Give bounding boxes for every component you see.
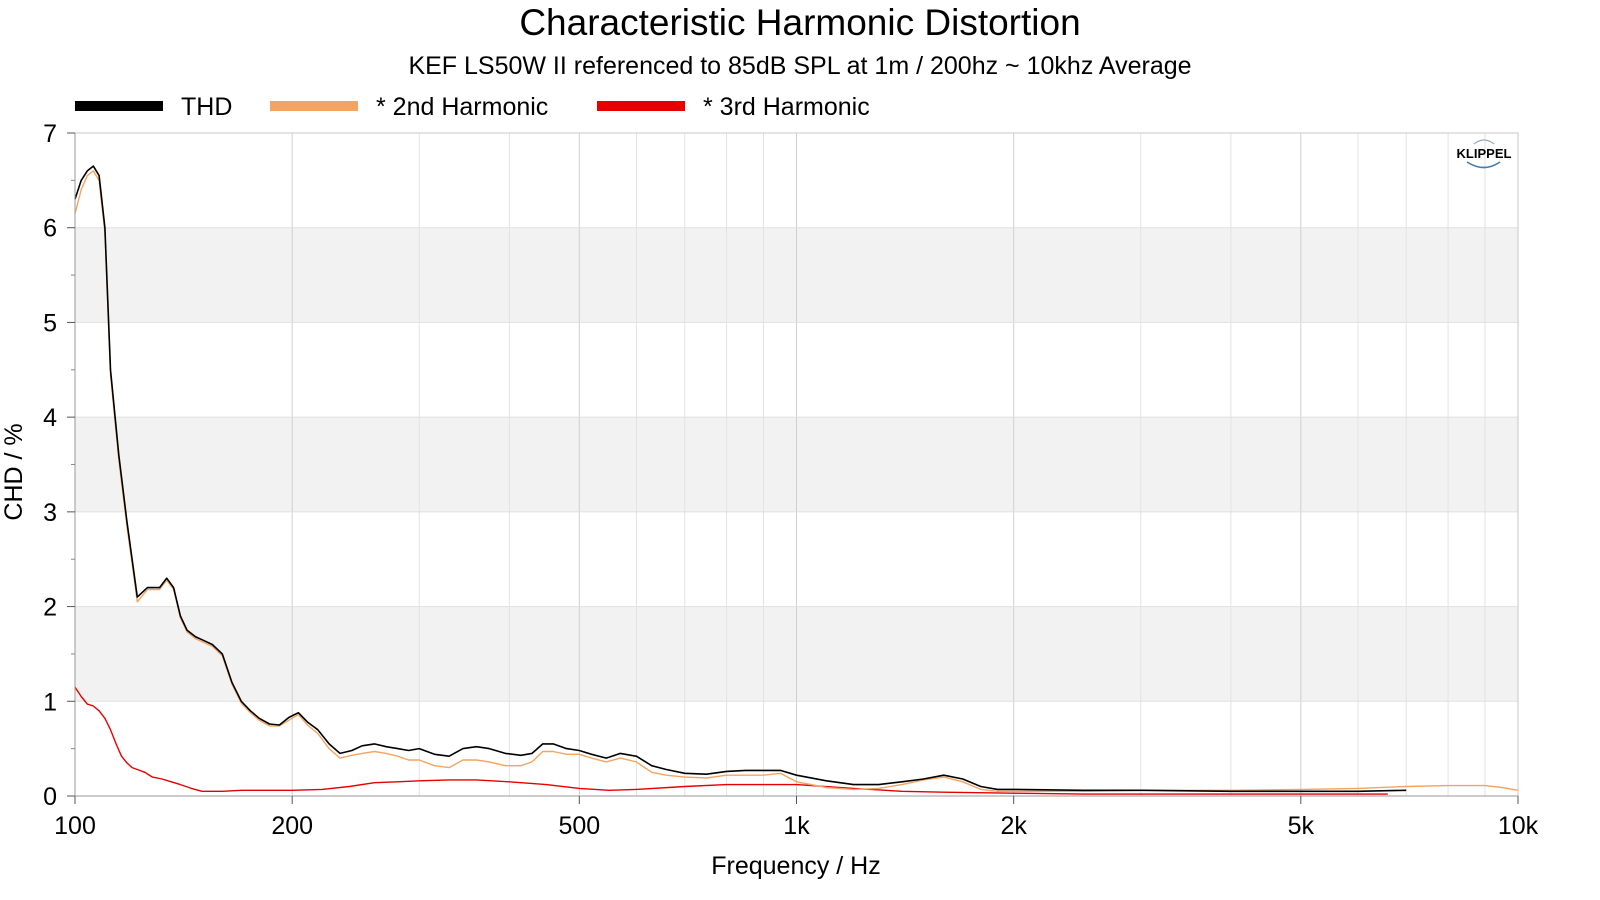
thd-line [74, 165, 1407, 793]
chart-subtitle: KEF LS50W II referenced to 85dB SPL at 1… [408, 52, 1192, 80]
y-tick-label: 0 [43, 783, 57, 811]
y-tick-label: 3 [43, 499, 57, 527]
series-lines [74, 165, 1519, 795]
legend-3rd-harmonic-swatch [597, 101, 685, 111]
logo-arc-top [1473, 139, 1495, 145]
chart-title: Characteristic Harmonic Distortion [519, 2, 1081, 43]
x-tick-label: 100 [54, 812, 96, 840]
y-tick-label: 2 [43, 594, 57, 622]
grid-lines [75, 133, 1518, 796]
y-axis-label: CHD / % [0, 423, 28, 520]
legend-thd-label: THD [181, 93, 232, 121]
y-tick-label: 6 [43, 215, 57, 243]
legend-3rd-harmonic-label: * 3rd Harmonic [703, 93, 870, 121]
x-tick-label: 1k [783, 812, 810, 840]
x-tick-label: 10k [1498, 812, 1539, 840]
y-tick-label: 4 [43, 404, 57, 432]
x-tick-label: 2k [1000, 812, 1027, 840]
y-tick-label: 5 [43, 309, 57, 337]
legend-2nd-harmonic-label: * 2nd Harmonic [376, 93, 548, 121]
legend: THD * 2nd Harmonic * 3rd Harmonic [75, 93, 870, 121]
x-axis: 100 200 500 1k 2k 5k 10k [54, 795, 1539, 840]
x-axis-label: Frequency / Hz [711, 852, 881, 880]
third-harmonic-line [74, 686, 1388, 795]
logo-arc [1466, 161, 1501, 169]
x-tick-label: 200 [271, 812, 313, 840]
legend-2nd-harmonic-swatch [270, 101, 358, 111]
klippel-logo: KLIPPEL [1457, 139, 1512, 169]
legend-thd-swatch [75, 101, 163, 111]
y-tick-label: 7 [43, 120, 57, 148]
y-axis: 0 1 2 3 4 5 6 7 [43, 120, 76, 811]
x-tick-label: 500 [558, 812, 600, 840]
logo-text: KLIPPEL [1457, 146, 1512, 161]
x-tick-label: 5k [1288, 812, 1315, 840]
y-tick-label: 1 [43, 688, 57, 716]
